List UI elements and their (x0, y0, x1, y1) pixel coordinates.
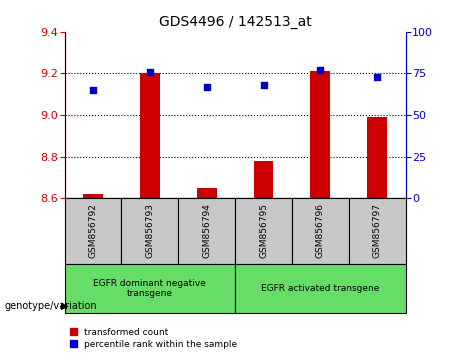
Text: EGFR activated transgene: EGFR activated transgene (261, 284, 379, 293)
Text: GSM856792: GSM856792 (89, 204, 97, 258)
Point (89, 87, 97, 93)
Point (203, 84, 210, 90)
Point (317, 67, 324, 73)
Bar (65, 198, 121, 264)
Point (146, 69, 154, 75)
Title: GDS4496 / 142513_at: GDS4496 / 142513_at (159, 16, 312, 29)
Bar (310, 72, 331, 198)
Bar (292, 198, 349, 264)
Text: EGFR dominant negative
transgene: EGFR dominant negative transgene (94, 279, 206, 298)
Bar (367, 117, 387, 198)
Bar (121, 198, 178, 264)
Text: GSM856794: GSM856794 (202, 204, 211, 258)
Text: GSM856795: GSM856795 (259, 204, 268, 258)
Text: GSM856793: GSM856793 (145, 204, 154, 258)
Text: GSM856797: GSM856797 (373, 204, 382, 258)
Bar (197, 188, 217, 198)
Bar (83, 194, 103, 198)
Bar (235, 198, 292, 264)
Text: genotype/variation: genotype/variation (5, 301, 97, 311)
Bar (140, 73, 160, 198)
Bar (254, 161, 273, 198)
Bar (349, 198, 406, 264)
Legend: transformed count, percentile rank within the sample: transformed count, percentile rank withi… (69, 327, 238, 349)
Point (260, 82, 267, 88)
Point (373, 74, 381, 80)
Bar (65, 264, 235, 313)
Text: GSM856796: GSM856796 (316, 204, 325, 258)
Bar (235, 264, 406, 313)
Text: ▶: ▶ (61, 301, 68, 311)
Bar (178, 198, 235, 264)
